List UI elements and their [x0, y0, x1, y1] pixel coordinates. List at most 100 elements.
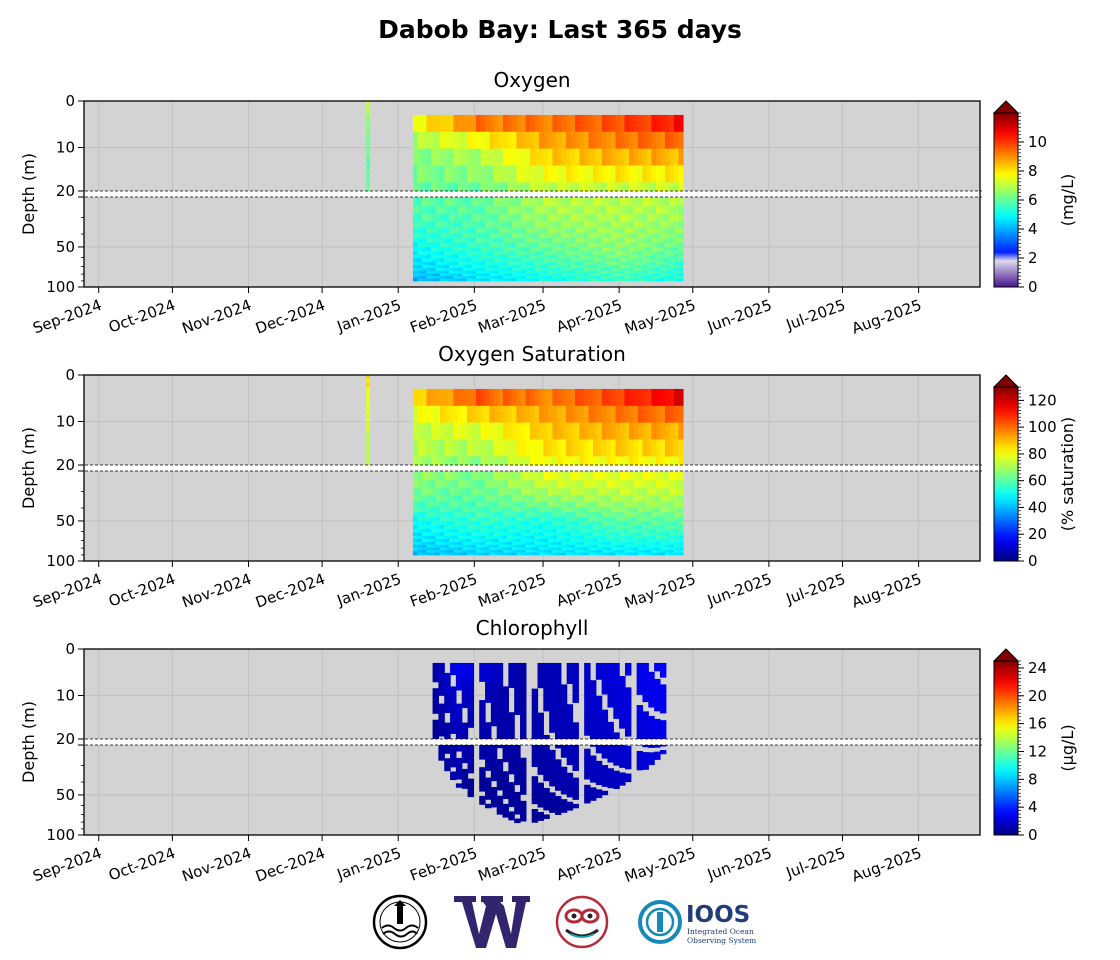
data-cell — [484, 528, 491, 533]
data-cell — [439, 525, 446, 530]
data-cell — [444, 525, 450, 530]
data-cell — [624, 552, 630, 556]
data-cell — [471, 258, 477, 263]
data-cell — [498, 506, 504, 513]
data-cell — [615, 165, 621, 183]
data-cell — [455, 769, 463, 775]
data-cell — [484, 471, 491, 481]
data-cell — [466, 535, 473, 540]
data-cell — [637, 182, 644, 198]
data-cell — [498, 227, 504, 234]
data-cell — [547, 439, 554, 457]
data-cell — [525, 535, 531, 540]
data-cell — [525, 550, 531, 553]
data-cell — [678, 114, 684, 133]
data-cell — [435, 182, 441, 198]
data-cell — [444, 267, 450, 272]
data-cell — [547, 197, 554, 207]
data-cell — [664, 261, 671, 266]
data-cell — [529, 538, 536, 543]
data-cell — [471, 131, 477, 150]
data-cell — [543, 261, 549, 266]
data-cell — [642, 512, 648, 518]
data-cell — [636, 705, 644, 716]
data-cell — [462, 528, 468, 533]
data-cell — [529, 267, 536, 272]
data-cell — [669, 261, 675, 266]
data-cell — [660, 267, 666, 272]
data-cell — [520, 547, 527, 551]
data-cell — [669, 506, 675, 513]
x-tick-label: Jan-2025 — [334, 844, 404, 884]
data-cell — [646, 261, 653, 266]
data-cell — [480, 547, 486, 551]
data-cell — [489, 547, 495, 551]
data-cell — [673, 528, 680, 533]
data-cell — [642, 267, 648, 272]
data-cell — [619, 532, 626, 537]
data-cell — [552, 388, 558, 407]
data-cell — [583, 547, 590, 551]
data-cell — [637, 254, 644, 259]
data-cell — [606, 516, 612, 522]
data-cell — [615, 131, 621, 150]
data-cell — [435, 550, 441, 553]
data-cell — [642, 148, 648, 166]
data-cell — [636, 765, 644, 771]
data-cell — [511, 227, 518, 234]
data-cell — [678, 405, 684, 424]
data-cell — [502, 182, 509, 198]
data-cell — [529, 276, 536, 279]
data-cell — [457, 114, 464, 133]
data-cell — [601, 388, 608, 407]
data-cell — [457, 405, 464, 424]
data-cell — [471, 276, 477, 279]
data-cell — [462, 232, 468, 239]
data-cell — [421, 267, 428, 272]
data-cell — [417, 544, 423, 548]
data-cell — [607, 768, 614, 775]
data-cell — [547, 544, 554, 548]
data-cell — [439, 544, 446, 548]
data-cell — [516, 232, 522, 239]
data-cell — [543, 772, 550, 782]
data-cell — [366, 425, 370, 430]
data-cell — [421, 114, 428, 133]
data-cell — [417, 165, 423, 183]
data-cell — [529, 541, 536, 546]
data-cell — [583, 532, 590, 537]
data-cell — [412, 525, 419, 530]
data-cell — [646, 405, 653, 424]
data-cell — [588, 261, 594, 266]
data-cell — [467, 792, 474, 798]
data-cell — [664, 232, 671, 239]
data-cell — [412, 521, 419, 526]
data-cell — [435, 273, 441, 277]
data-cell — [619, 675, 626, 690]
data-cell — [589, 680, 597, 698]
data-cell — [479, 774, 486, 781]
data-cell — [444, 732, 451, 743]
data-cell — [660, 238, 666, 244]
data-cell — [484, 422, 491, 440]
data-cell — [628, 544, 635, 548]
data-cell — [606, 501, 612, 508]
data-cell — [583, 422, 590, 440]
data-cell — [462, 532, 468, 537]
data-cell — [453, 165, 459, 183]
data-cell — [619, 206, 626, 215]
data-cell — [534, 495, 540, 502]
data-cell — [624, 270, 630, 274]
data-cell — [498, 148, 504, 166]
data-cell — [624, 131, 630, 150]
data-cell — [637, 480, 644, 489]
y-tick-label: 100 — [46, 278, 75, 296]
x-tick-label: Dec-2024 — [253, 296, 327, 338]
data-cell — [669, 214, 675, 222]
data-cell — [462, 197, 468, 207]
data-cell — [466, 247, 473, 252]
data-cell — [592, 456, 599, 472]
data-cell — [642, 756, 649, 762]
data-cell — [673, 238, 680, 244]
data-cell — [525, 182, 531, 198]
